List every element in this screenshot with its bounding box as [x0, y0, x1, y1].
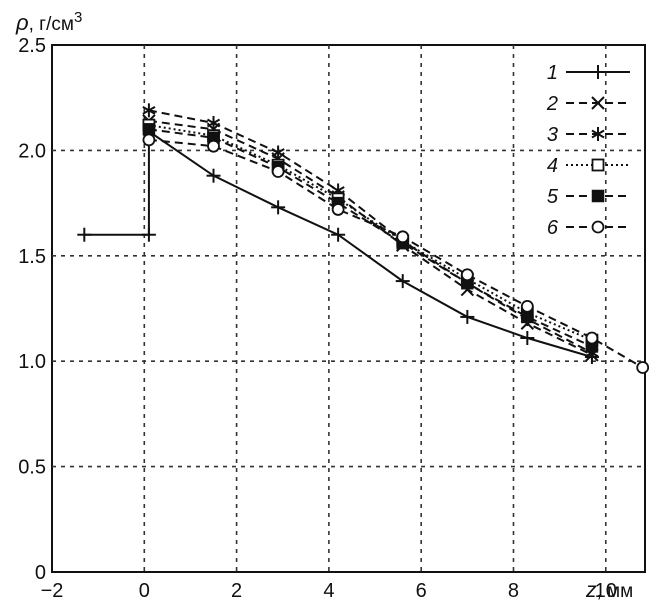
x-tick-label: 6	[416, 580, 427, 602]
series-line-3	[148, 109, 593, 354]
legend-label: 1	[547, 62, 558, 84]
legend-marker	[591, 127, 605, 141]
data-point	[636, 361, 650, 374]
x-axis-label: z, мм	[585, 579, 633, 602]
legend: 1 2 3 4 5 6	[546, 62, 630, 239]
legend-marker	[591, 96, 605, 110]
data-point	[395, 274, 410, 289]
legend-marker	[591, 220, 605, 234]
y-tick-label: 2.0	[18, 140, 46, 162]
legend-item-5: 5	[547, 186, 630, 208]
data-point	[206, 115, 221, 130]
x-tick-label: 2	[231, 580, 242, 602]
legend-item-4: 4	[547, 155, 630, 177]
data-point	[271, 200, 286, 215]
data-point	[520, 299, 534, 313]
legend-item-1: 1	[547, 62, 630, 84]
data-point	[460, 268, 474, 282]
legend-label: 3	[547, 124, 558, 146]
series-1	[77, 129, 599, 364]
y-tick-label: 1.0	[18, 351, 46, 373]
series-group	[77, 103, 650, 374]
data-point	[521, 310, 534, 324]
data-point	[77, 227, 92, 242]
legend-item-6: 6	[547, 217, 630, 239]
legend-label: 4	[547, 155, 558, 177]
data-point	[141, 227, 156, 242]
data-point	[331, 227, 346, 242]
x-tick-label: 4	[323, 580, 334, 602]
data-point	[585, 331, 599, 345]
data-point	[207, 139, 220, 153]
y-tick-label: 2.5	[18, 35, 46, 57]
y-tick-label: 0.5	[18, 457, 46, 479]
data-point	[206, 168, 221, 183]
data-point	[520, 331, 535, 346]
data-point	[460, 309, 475, 324]
y-axis-label: ρ, г/см3	[15, 9, 82, 35]
series-line-1	[84, 129, 593, 358]
x-tick-label: 0	[139, 580, 150, 602]
x-tick-label: 10	[595, 580, 617, 602]
data-point	[142, 133, 156, 147]
legend-label: 5	[547, 186, 559, 208]
y-tick-label: 0	[35, 562, 46, 584]
legend-label: 6	[547, 217, 559, 239]
data-point	[271, 165, 285, 178]
data-point	[142, 123, 156, 136]
legend-label: 2	[546, 93, 558, 115]
x-tick-label: −2	[41, 580, 64, 602]
data-point	[271, 145, 285, 160]
x-tick-label: 8	[508, 580, 519, 602]
data-point	[331, 203, 345, 216]
data-point	[142, 103, 156, 118]
data-point	[396, 230, 410, 244]
legend-marker	[591, 189, 605, 203]
y-tick-label: 1.5	[18, 246, 46, 268]
legend-item-3: 3	[547, 124, 630, 146]
legend-marker	[591, 65, 605, 79]
legend-marker	[591, 158, 605, 172]
series-line-2	[148, 119, 593, 356]
series-6	[142, 133, 650, 374]
legend-item-2: 2	[546, 93, 630, 115]
